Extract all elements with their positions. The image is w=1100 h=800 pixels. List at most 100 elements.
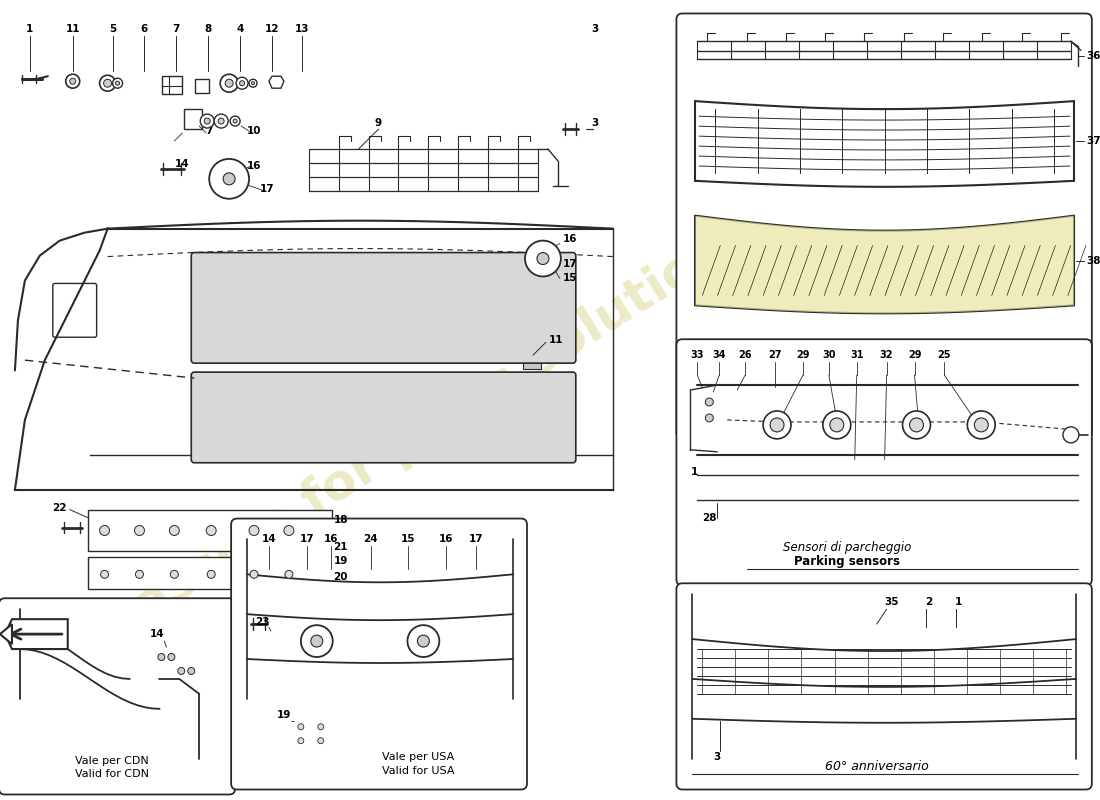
Text: 5: 5 (109, 25, 117, 34)
Text: 29: 29 (908, 350, 922, 360)
Circle shape (763, 411, 791, 439)
Circle shape (537, 253, 549, 265)
Circle shape (318, 738, 323, 744)
Bar (163, 76, 183, 94)
Bar (88, 510, 332, 551)
Text: 13: 13 (295, 25, 309, 34)
Polygon shape (270, 76, 284, 88)
Circle shape (240, 81, 244, 86)
Text: 16: 16 (246, 161, 262, 171)
Text: 16: 16 (562, 234, 578, 244)
Text: 16: 16 (439, 534, 453, 545)
Text: 30: 30 (822, 350, 836, 360)
Circle shape (214, 114, 228, 128)
Text: 26: 26 (738, 350, 752, 360)
Text: 12: 12 (265, 25, 279, 34)
Circle shape (525, 241, 561, 277)
Circle shape (250, 570, 258, 578)
Text: 17: 17 (562, 258, 578, 269)
Text: 17: 17 (469, 534, 484, 545)
FancyBboxPatch shape (231, 518, 527, 790)
Text: Vale per CDN: Vale per CDN (75, 756, 148, 766)
Text: 2: 2 (925, 598, 932, 607)
Circle shape (284, 526, 294, 535)
Text: 19: 19 (277, 710, 292, 720)
Text: 35: 35 (884, 598, 899, 607)
Circle shape (301, 625, 332, 657)
Circle shape (112, 78, 122, 88)
Circle shape (200, 114, 214, 128)
FancyBboxPatch shape (191, 253, 575, 363)
Text: 18: 18 (333, 514, 348, 525)
Circle shape (178, 667, 185, 674)
Text: 22: 22 (53, 502, 67, 513)
Text: 3: 3 (591, 25, 598, 34)
Text: 36: 36 (1086, 51, 1100, 62)
Text: 17: 17 (299, 534, 315, 545)
Circle shape (318, 724, 323, 730)
Text: 1: 1 (691, 466, 697, 477)
Text: 3: 3 (714, 752, 720, 762)
Text: 11: 11 (66, 25, 80, 34)
Circle shape (705, 414, 713, 422)
Text: 31: 31 (850, 350, 864, 360)
Circle shape (220, 74, 238, 92)
Text: 10: 10 (246, 126, 262, 136)
Text: 24: 24 (363, 534, 378, 545)
Circle shape (829, 418, 844, 432)
Circle shape (100, 75, 116, 91)
Text: 1: 1 (26, 25, 33, 34)
Circle shape (158, 654, 165, 661)
Circle shape (218, 118, 224, 124)
Text: 32: 32 (880, 350, 893, 360)
Text: 28: 28 (702, 513, 717, 522)
FancyBboxPatch shape (676, 339, 1092, 586)
Text: 11: 11 (549, 335, 563, 346)
Text: 8: 8 (205, 25, 212, 34)
Circle shape (903, 411, 931, 439)
Circle shape (1063, 427, 1079, 443)
Circle shape (230, 116, 240, 126)
Polygon shape (6, 619, 68, 649)
Bar (294, 718, 342, 754)
Bar (154, 647, 185, 677)
Circle shape (100, 570, 109, 578)
Circle shape (233, 119, 238, 123)
Text: Valid for CDN: Valid for CDN (75, 769, 148, 778)
Polygon shape (0, 624, 12, 644)
Text: 4: 4 (236, 25, 244, 34)
Text: 15: 15 (562, 274, 578, 283)
Circle shape (823, 411, 850, 439)
Text: 3: 3 (591, 118, 598, 128)
Circle shape (169, 526, 179, 535)
Text: 7: 7 (206, 126, 213, 136)
FancyBboxPatch shape (364, 627, 408, 669)
Text: 37: 37 (1086, 136, 1100, 146)
Bar (185, 109, 202, 129)
Text: 27: 27 (768, 350, 782, 360)
Bar (182, 664, 201, 694)
Text: 14: 14 (175, 159, 189, 169)
Circle shape (249, 526, 258, 535)
Text: 9: 9 (375, 118, 382, 128)
Bar (702, 405, 713, 423)
Circle shape (705, 398, 713, 406)
Text: 25: 25 (937, 350, 952, 360)
Circle shape (66, 74, 79, 88)
Circle shape (226, 79, 233, 87)
Circle shape (407, 625, 439, 657)
Bar (697, 388, 715, 403)
FancyBboxPatch shape (0, 598, 235, 794)
Circle shape (116, 82, 120, 85)
Text: 14: 14 (150, 629, 165, 639)
Text: 20: 20 (333, 572, 348, 582)
Text: 33: 33 (691, 350, 704, 360)
FancyBboxPatch shape (676, 14, 1092, 439)
Text: 17: 17 (260, 184, 274, 194)
Polygon shape (695, 216, 1074, 314)
Bar (522, 355, 541, 369)
Text: 34: 34 (713, 350, 726, 360)
Text: 7: 7 (173, 25, 180, 34)
Circle shape (69, 78, 76, 84)
Text: 1: 1 (955, 598, 962, 607)
